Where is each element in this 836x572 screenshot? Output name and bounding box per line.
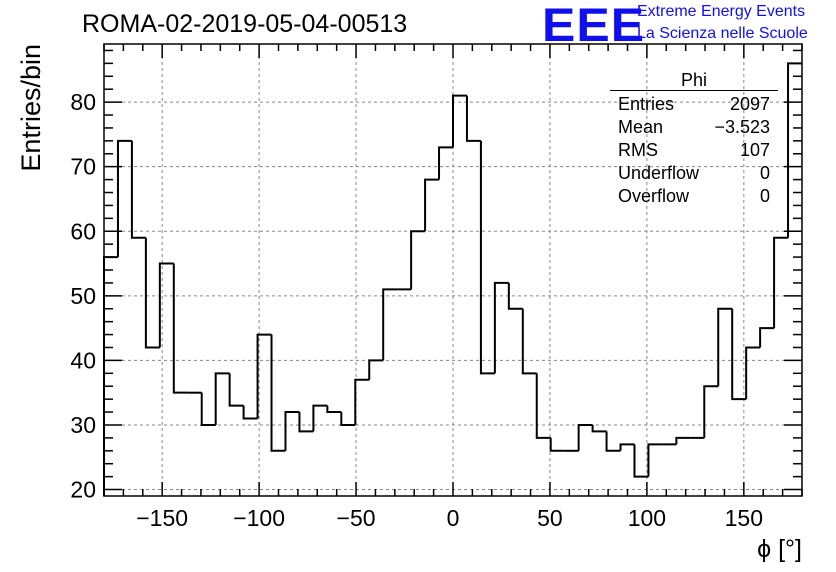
stats-box: Phi Entries 2097 Mean −3.523 RMS 107 Und… [610, 70, 778, 208]
histogram-bin [633, 444, 649, 478]
histogram-bin [130, 140, 146, 239]
histogram-bin [647, 443, 663, 477]
x-tick-label: 150 [725, 505, 763, 531]
histogram-bin [103, 256, 118, 496]
y-tick-label: 70 [70, 154, 96, 180]
histogram-bin [773, 236, 789, 329]
histogram-bin [354, 378, 370, 425]
y-axis-label: Entries/bin [16, 44, 46, 172]
histogram-bin [172, 263, 188, 394]
stats-label: Mean [618, 117, 664, 137]
logo-subtitle-1: Extreme Energy Events [637, 3, 806, 20]
stats-row-rms: RMS 107 [610, 139, 778, 162]
histogram-bin [410, 230, 426, 290]
histogram-bin [577, 423, 593, 451]
histogram-bin [312, 404, 328, 432]
histogram-bin [619, 443, 635, 451]
stats-title: Phi [610, 70, 778, 91]
stats-value: 107 [739, 140, 770, 160]
histogram-bin [298, 412, 314, 433]
histogram-bin [326, 405, 342, 414]
histogram-bin [745, 346, 761, 400]
histogram-bin [200, 392, 216, 426]
histogram-bin [675, 436, 691, 445]
y-tick-label: 30 [70, 412, 96, 438]
histogram-bin [256, 333, 272, 419]
histogram-bin [452, 94, 467, 148]
stats-row-entries: Entries 2097 [610, 93, 778, 116]
histogram-bin [535, 373, 551, 439]
histogram-bin [703, 385, 719, 438]
histogram-bin [144, 237, 160, 349]
x-tick-label: −100 [233, 505, 285, 531]
stats-row-underflow: Underflow 0 [610, 162, 778, 185]
x-tick-label: −50 [337, 505, 376, 531]
chart-title: ROMA-02-2019-05-04-00513 [82, 10, 408, 38]
histogram-bin [270, 334, 286, 452]
y-tick-label: 40 [70, 347, 96, 373]
histogram-bin [507, 282, 523, 310]
histogram-bin [214, 372, 230, 425]
stats-label: Overflow [618, 186, 690, 206]
stats-row-overflow: Overflow 0 [610, 185, 778, 208]
stats-value: 0 [759, 186, 770, 206]
histogram-bin [717, 307, 733, 387]
histogram-bin [438, 146, 453, 180]
stats-row-mean: Mean −3.523 [610, 116, 778, 139]
histogram-bin [493, 281, 509, 374]
histogram-bin [465, 95, 481, 142]
x-tick-label: 0 [447, 505, 460, 531]
histogram-bin [382, 288, 398, 361]
histogram-bin [242, 405, 258, 420]
y-tick-label: 80 [70, 89, 96, 115]
y-tick-label: 60 [70, 218, 96, 244]
histogram-bin [340, 412, 356, 426]
histogram-bin [549, 437, 565, 452]
x-tick-label: 100 [628, 505, 666, 531]
stats-label: RMS [618, 140, 658, 160]
histogram-bin [479, 140, 495, 375]
histogram-bin [116, 139, 132, 258]
histogram-bin [591, 424, 607, 433]
x-axis-label: ϕ [°] [757, 535, 802, 563]
x-tick-label: −150 [136, 505, 188, 531]
stats-label: Entries [618, 94, 675, 114]
stats-value: −3.523 [714, 117, 770, 137]
histogram-bin [605, 431, 621, 452]
stats-value: 0 [759, 163, 770, 183]
histogram-bin [521, 308, 537, 375]
histogram-bin [284, 411, 300, 451]
histogram-bin [158, 262, 174, 348]
y-tick-label: 20 [70, 477, 96, 503]
x-tick-label: 50 [537, 505, 563, 531]
eee-logo: EEE [542, 0, 646, 52]
y-tick-label: 50 [70, 283, 96, 309]
stats-label: Underflow [618, 163, 700, 183]
histogram-bin [228, 373, 244, 407]
histogram-bin [368, 359, 384, 380]
histogram-bin [759, 327, 775, 348]
histogram-bin [731, 308, 747, 401]
stats-value: 2097 [729, 94, 770, 114]
logo-subtitle-2: La Scienza nelle Scuole [637, 25, 808, 42]
histogram-bin [424, 178, 440, 232]
